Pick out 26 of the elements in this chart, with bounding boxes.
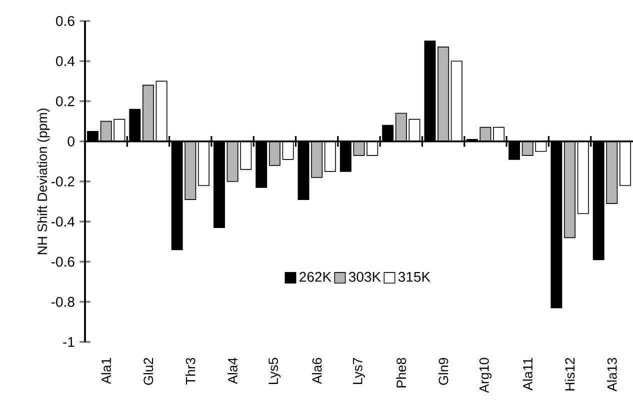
y-tick-label: -0.2 (51, 176, 74, 186)
x-tick-label: Ala1 (101, 358, 111, 384)
y-tick-label: -0.4 (51, 216, 75, 227)
y-tick-label: -1 (63, 337, 74, 347)
y-tick-label: 0.6 (56, 16, 74, 26)
y-tick-label: -0.6 (51, 256, 74, 267)
x-tick-label: Glu2 (143, 358, 154, 385)
x-tick-label: Ala6 (312, 358, 322, 384)
x-tick-label: Gln9 (438, 358, 448, 385)
legend-label: 303K (348, 272, 381, 282)
y-axis-title: NH Shift Deviation (ppm) (37, 108, 50, 254)
x-tick-label: Ala4 (228, 358, 238, 384)
x-tick-label: Arg10 (479, 358, 492, 393)
x-tick-label: His12 (564, 358, 575, 390)
x-tick-label: Thr3 (185, 358, 196, 384)
x-tick-label: Phe8 (396, 358, 406, 388)
y-tick-label: 0 (68, 136, 74, 146)
x-tick-label: Lys7 (353, 358, 365, 384)
y-tick-label: 0.4 (56, 56, 75, 66)
y-tick-label: 0.2 (56, 96, 74, 106)
legend-label: 315K (398, 272, 430, 282)
x-tick-label: Lys5 (268, 358, 281, 384)
y-tick-label: -0.8 (51, 296, 74, 307)
legend-label: 262K (300, 272, 332, 282)
x-tick-label: Ala13 (607, 358, 617, 392)
x-tick-label: Ala11 (522, 358, 532, 390)
